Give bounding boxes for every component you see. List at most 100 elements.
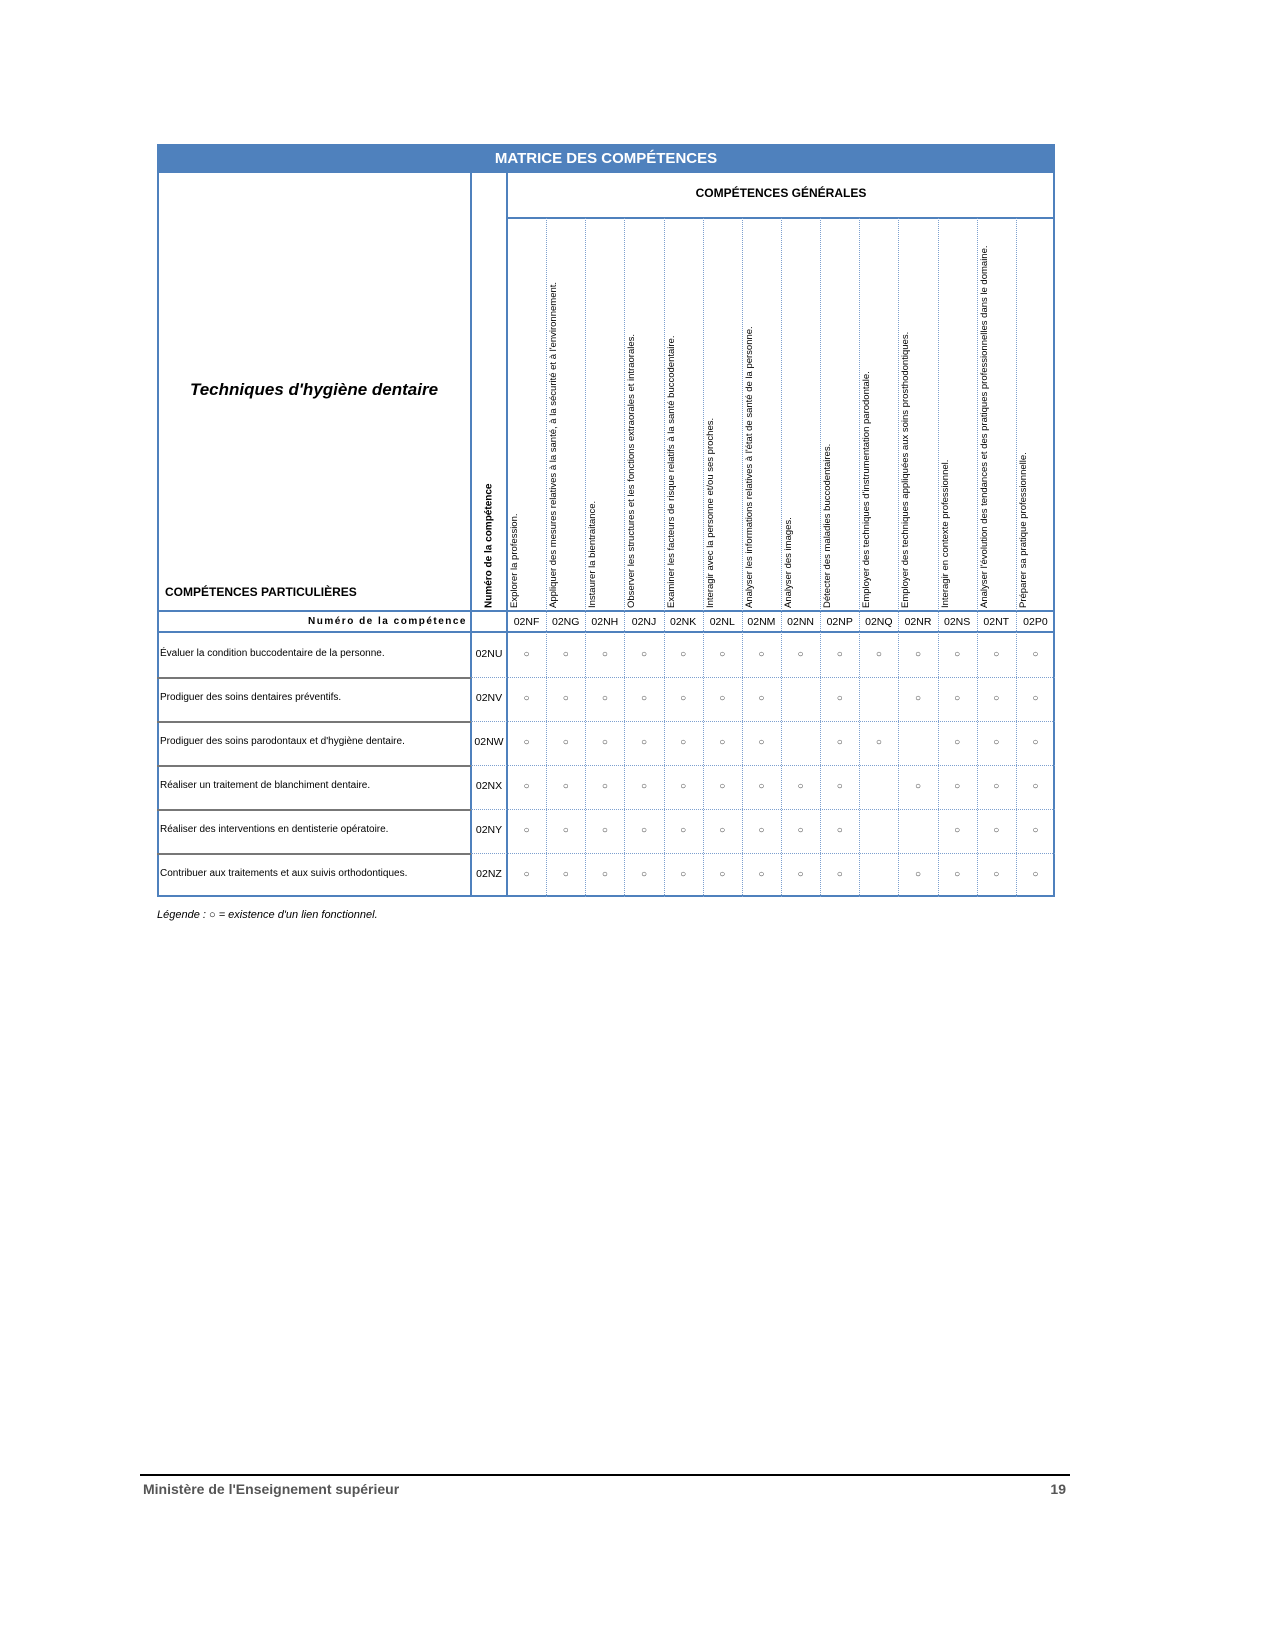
link-mark: ○ (836, 781, 843, 792)
link-mark: ○ (523, 649, 530, 660)
footer-divider (140, 1474, 1070, 1476)
link-mark: ○ (914, 869, 922, 880)
general-competency-label: Analyser les informations relatives à l'… (743, 326, 755, 608)
link-mark: ○ (601, 781, 608, 792)
general-competency-code: 02NN (787, 616, 814, 628)
link-mark: ○ (954, 737, 961, 748)
link-mark: ○ (836, 869, 843, 880)
link-mark: ○ (601, 737, 608, 748)
link-mark: ○ (954, 781, 961, 792)
particular-competencies-header: COMPÉTENCES PARTICULIÈRES (165, 585, 357, 599)
link-mark: ○ (875, 737, 882, 748)
general-competency-label: Explorer la profession. (509, 513, 520, 608)
row-divider (157, 610, 1055, 612)
general-competency-code: 02NM (747, 616, 776, 628)
link-mark: ○ (836, 649, 843, 660)
link-mark: ○ (993, 781, 1000, 792)
general-competency-label: Observer les structures et les fonctions… (626, 333, 638, 608)
link-mark: ○ (758, 869, 765, 880)
particular-competency-code: 02NX (475, 780, 503, 792)
link-mark: ○ (1032, 737, 1039, 748)
link-mark: ○ (758, 737, 765, 748)
link-mark: ○ (836, 737, 843, 748)
legend: Légende : ○ = existence d'un lien foncti… (157, 909, 378, 921)
general-competency-code: 02NH (591, 616, 619, 628)
particular-competency-code: 02NV (475, 692, 503, 704)
general-competency-label: Analyser l'évolution des tendances et de… (978, 245, 990, 608)
link-mark: ○ (523, 869, 530, 880)
link-mark: ○ (562, 781, 569, 792)
column-divider (585, 218, 587, 897)
particular-competency-code: 02NZ (476, 868, 502, 880)
link-mark: ○ (640, 649, 648, 660)
general-competency-label: Détecter des maladies buccodentaires. (822, 443, 834, 608)
link-mark: ○ (1032, 825, 1039, 836)
general-competency-label: Interagir avec la personne et/ou ses pro… (704, 417, 716, 608)
particular-competency-label: Contribuer aux traitements et aux suivis… (160, 868, 408, 879)
particular-competency-label: Prodiguer des soins parodontaux et d'hyg… (160, 736, 405, 747)
link-mark: ○ (1032, 649, 1039, 660)
link-mark: ○ (680, 693, 687, 704)
row-divider (471, 853, 1055, 854)
general-competency-label: Interagir en contexte professionnel. (939, 459, 951, 608)
column-divider (781, 218, 782, 897)
general-competency-code: 02NP (826, 616, 853, 628)
link-mark: ○ (993, 737, 1000, 748)
general-competency-label: Préparer sa pratique professionnelle. (1017, 452, 1029, 608)
general-competency-code: 02NJ (631, 616, 657, 628)
link-mark: ○ (523, 781, 530, 792)
link-mark: ○ (562, 693, 569, 704)
link-mark: ○ (601, 869, 608, 880)
link-mark: ○ (640, 869, 648, 880)
row-divider (471, 765, 1055, 766)
number-row-label: Numéro de la compétence (308, 616, 467, 627)
link-mark: ○ (719, 693, 726, 704)
column-divider (859, 218, 861, 897)
particular-competency-code: 02NW (474, 736, 504, 748)
link-mark: ○ (523, 693, 530, 704)
link-mark: ○ (797, 869, 804, 880)
general-competency-code: 02NL (709, 616, 735, 628)
row-divider (471, 677, 1055, 678)
column-divider (506, 173, 508, 897)
link-mark: ○ (993, 825, 1000, 836)
general-competency-label: Employer des techniques appliquées aux s… (900, 331, 912, 608)
link-mark: ○ (758, 649, 765, 660)
particular-competency-code: 02NU (475, 648, 503, 660)
row-divider (157, 765, 471, 767)
matrix-title: MATRICE DES COMPÉTENCES (157, 144, 1055, 173)
column-divider (663, 218, 665, 897)
general-competency-code: 02NK (670, 616, 697, 628)
number-column-header: Numéro de la compétence (483, 483, 495, 608)
row-divider (471, 809, 1055, 810)
general-competency-code: 02NR (904, 616, 932, 628)
link-mark: ○ (562, 737, 569, 748)
link-mark: ○ (719, 781, 726, 792)
link-mark: ○ (601, 649, 608, 660)
link-mark: ○ (562, 825, 569, 836)
link-mark: ○ (758, 781, 765, 792)
link-mark: ○ (836, 693, 843, 704)
link-mark: ○ (993, 693, 1000, 704)
matrix-frame (157, 173, 1055, 897)
page-number: 19 (1050, 1481, 1066, 1497)
link-mark: ○ (797, 649, 804, 660)
link-mark: ○ (601, 825, 608, 836)
row-divider (471, 721, 1055, 722)
general-competency-code: 02NF (513, 616, 540, 628)
link-mark: ○ (993, 649, 1000, 660)
link-mark: ○ (562, 649, 569, 660)
general-competency-code: 02NT (983, 616, 1010, 628)
column-divider (937, 218, 939, 897)
link-mark: ○ (523, 825, 530, 836)
row-divider (157, 677, 471, 679)
link-mark: ○ (875, 649, 882, 660)
general-competencies-header: COMPÉTENCES GÉNÉRALES (695, 186, 867, 200)
link-mark: ○ (914, 649, 922, 660)
row-divider (157, 809, 471, 811)
row-divider (157, 721, 471, 723)
particular-competency-label: Évaluer la condition buccodentaire de la… (160, 648, 385, 659)
link-mark: ○ (680, 737, 687, 748)
link-mark: ○ (680, 869, 687, 880)
general-competency-code: 02NG (551, 616, 580, 628)
